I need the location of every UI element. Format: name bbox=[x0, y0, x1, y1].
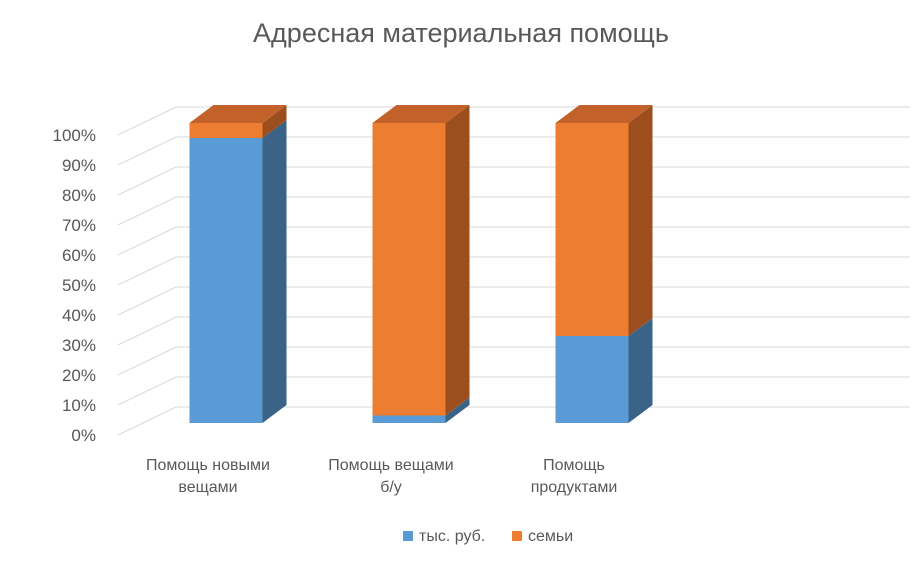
y-tick-label: 40% bbox=[62, 306, 96, 325]
legend-label: тыс. руб. bbox=[419, 528, 485, 545]
y-tick-label: 20% bbox=[62, 366, 96, 385]
gridline-depth bbox=[117, 136, 177, 166]
category-label: б/у bbox=[380, 479, 402, 496]
gridline-depth bbox=[117, 226, 177, 256]
gridline-depth bbox=[117, 286, 177, 316]
gridline-depth bbox=[117, 346, 177, 376]
category-label: Помощь новыми bbox=[146, 457, 270, 474]
bar-front-series-1 bbox=[555, 336, 629, 423]
bar-front-series-2 bbox=[189, 123, 263, 138]
gridline-depth bbox=[117, 196, 177, 226]
legend-swatch bbox=[512, 531, 522, 541]
bar-side bbox=[262, 120, 287, 423]
y-tick-label: 0% bbox=[71, 426, 96, 445]
y-tick-label: 90% bbox=[62, 156, 96, 175]
gridline-depth bbox=[117, 166, 177, 196]
chart-title: Адресная материальная помощь bbox=[253, 18, 669, 48]
y-tick-label: 80% bbox=[62, 186, 96, 205]
legend-label: семьи bbox=[528, 528, 573, 545]
category-label: вещами bbox=[178, 479, 237, 496]
bar-side bbox=[628, 105, 653, 336]
bar-front-series-1 bbox=[189, 138, 263, 423]
bar-side bbox=[445, 105, 470, 416]
gridline-depth bbox=[117, 106, 177, 136]
gridline-depth bbox=[117, 406, 177, 436]
bar-front-series-1 bbox=[372, 415, 446, 423]
y-tick-label: 10% bbox=[62, 396, 96, 415]
legend-swatch bbox=[403, 531, 413, 541]
gridline-depth bbox=[117, 316, 177, 346]
gridline-depth bbox=[117, 256, 177, 286]
bar-top bbox=[372, 105, 470, 123]
bar-front-series-2 bbox=[372, 123, 446, 416]
y-tick-label: 60% bbox=[62, 246, 96, 265]
y-tick-label: 70% bbox=[62, 216, 96, 235]
category-label: продуктами bbox=[531, 479, 618, 496]
category-label: Помощь вещами bbox=[328, 457, 453, 474]
bar-top bbox=[555, 105, 653, 123]
y-tick-label: 100% bbox=[53, 126, 96, 145]
bar-side bbox=[262, 105, 287, 138]
gridline-depth bbox=[117, 376, 177, 406]
y-tick-label: 50% bbox=[62, 276, 96, 295]
bar-side bbox=[445, 397, 470, 423]
y-tick-label: 30% bbox=[62, 336, 96, 355]
bar-front-series-2 bbox=[555, 123, 629, 336]
category-label: Помощь bbox=[543, 457, 605, 474]
bar-side bbox=[628, 318, 653, 423]
bar-top bbox=[189, 105, 287, 123]
